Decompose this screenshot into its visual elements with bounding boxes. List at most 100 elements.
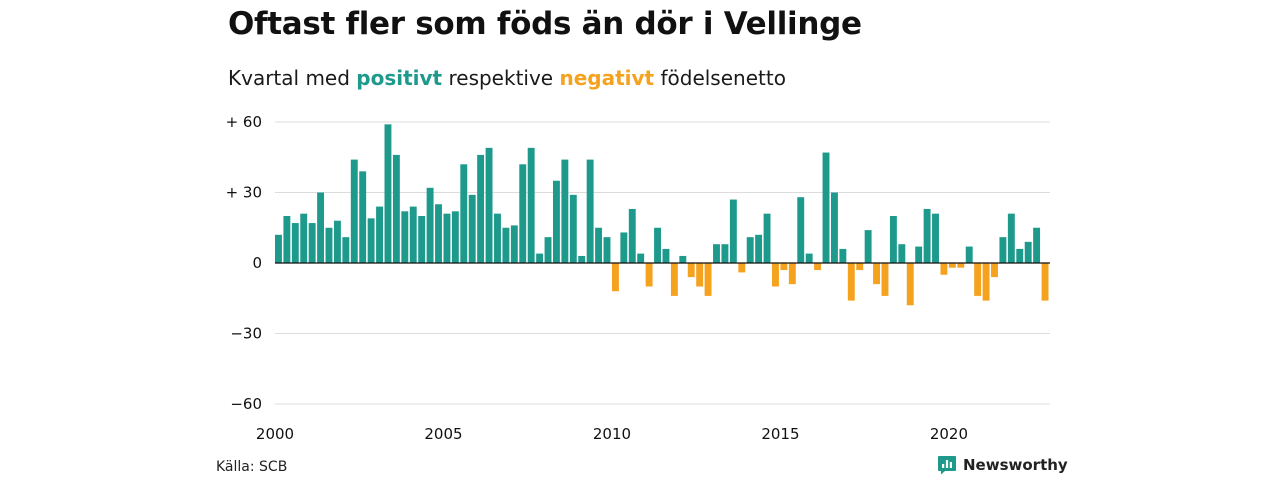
bar-positive (713, 244, 720, 263)
bar-positive (889, 216, 897, 263)
bar-negative (696, 263, 704, 287)
subtitle-text-end: födelsenetto (654, 66, 786, 90)
bar-positive (435, 204, 442, 263)
bar-positive (367, 218, 375, 263)
bar-positive (729, 199, 737, 263)
bar-positive (502, 227, 510, 263)
bar-positive (460, 164, 468, 263)
bar-positive (275, 234, 282, 263)
bar-positive (755, 234, 763, 263)
bar-negative (873, 263, 881, 285)
bar-positive (376, 206, 383, 263)
bar-negative (772, 263, 779, 287)
bar-positive (426, 187, 434, 263)
bar-positive (527, 147, 535, 263)
x-tick-label: 2015 (761, 425, 799, 443)
bar-negative (687, 263, 695, 278)
bar-positive (536, 253, 544, 263)
bar-positive (418, 216, 426, 263)
bar-negative (974, 263, 982, 296)
y-tick-label: + 60 (226, 113, 262, 131)
bar-positive (637, 253, 645, 263)
bar-positive (1016, 248, 1024, 263)
subtitle-positive-word: positivt (356, 66, 443, 90)
bar-positive (965, 246, 973, 263)
bar-positive (620, 232, 628, 263)
bar-positive (822, 152, 830, 263)
bar-negative (948, 263, 956, 268)
bar-positive (342, 237, 350, 263)
bar-negative (1041, 263, 1049, 301)
subtitle-negative-word: negativt (559, 66, 655, 90)
bar-positive (915, 246, 923, 263)
y-axis-labels: + 60 + 30 0 −30 −60 (226, 113, 262, 413)
bar-positive (443, 213, 451, 263)
bar-positive (586, 159, 594, 263)
x-tick-label: 2000 (256, 425, 294, 443)
bar-positive (898, 244, 906, 263)
bar-positive (1024, 241, 1032, 263)
bar-negative (780, 263, 788, 271)
bar-positive (300, 213, 308, 263)
bar-negative (847, 263, 855, 301)
bar-negative (856, 263, 864, 271)
bar-positive (932, 213, 939, 263)
bar-positive (350, 159, 358, 263)
bar-positive (552, 180, 560, 263)
subtitle-text-middle: respektive (442, 66, 560, 90)
bar-positive (864, 230, 872, 263)
bar-positive (763, 213, 771, 263)
bar-positive (1033, 227, 1041, 263)
bar-positive (603, 237, 611, 263)
bar-positive (1007, 213, 1015, 263)
bar-positive (595, 227, 603, 263)
bar-negative (611, 263, 619, 292)
bar-positive (839, 248, 847, 263)
bar-positive (654, 227, 661, 263)
y-tick-label: −60 (230, 395, 262, 413)
x-tick-label: 2020 (930, 425, 968, 443)
bar-positive (477, 154, 485, 263)
bar-negative (906, 263, 914, 306)
bar-positive (797, 197, 805, 263)
bar-positive (628, 208, 636, 263)
x-tick-label: 2005 (424, 425, 462, 443)
bar-positive (283, 216, 291, 263)
bar-positive (679, 255, 687, 263)
y-tick-label: −30 (230, 325, 262, 343)
bars (275, 124, 1049, 306)
bar-positive (569, 194, 577, 263)
x-tick-label: 2010 (593, 425, 631, 443)
subtitle-text-start: Kvartal med (228, 66, 357, 90)
bar-positive (291, 223, 299, 263)
bar-negative (814, 263, 822, 271)
bar-negative (738, 263, 746, 273)
bar-negative (940, 263, 948, 275)
bar-negative (788, 263, 796, 285)
bar-negative (957, 263, 965, 268)
gridlines (275, 121, 1050, 405)
bar-positive (999, 237, 1007, 263)
bar-negative (881, 263, 889, 296)
bar-positive (325, 227, 333, 263)
newsworthy-logo-icon (938, 456, 956, 475)
bar-positive (662, 248, 670, 263)
bar-negative (982, 263, 990, 301)
y-tick-label: + 30 (226, 184, 262, 202)
bar-positive (746, 237, 754, 263)
bar-positive (805, 253, 813, 263)
bar-positive (578, 255, 586, 263)
bar-positive (359, 171, 367, 263)
bar-positive (333, 220, 341, 263)
brand-name: Newsworthy (963, 456, 1068, 474)
bar-negative (645, 263, 653, 287)
bar-negative (704, 263, 712, 296)
bar-positive (317, 192, 325, 263)
bar-positive (384, 124, 392, 263)
bar-positive (721, 244, 729, 263)
newsworthy-logo: Newsworthy (937, 455, 1068, 475)
bar-positive (401, 211, 409, 263)
bar-positive (519, 164, 527, 263)
bar-positive (494, 213, 501, 263)
